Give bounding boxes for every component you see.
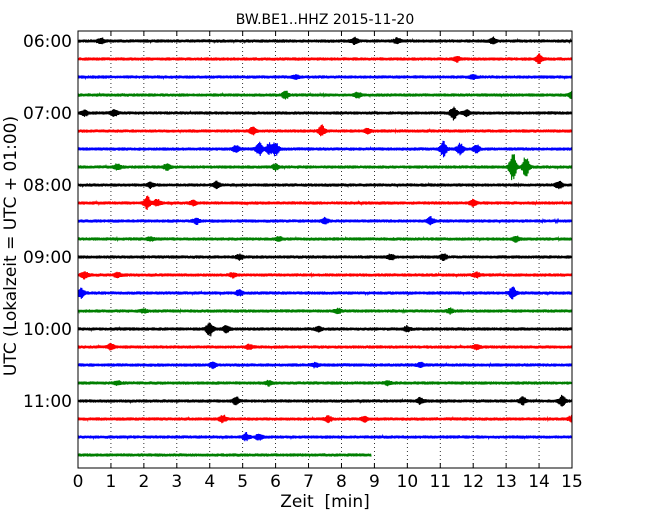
seismic-trace [77, 414, 573, 424]
x-tick-label: 7 [303, 472, 314, 492]
seismic-trace [77, 394, 573, 407]
x-tick-label: 9 [369, 472, 380, 492]
grid-lines [110, 31, 540, 468]
seismic-trace [77, 53, 573, 64]
y-axis-label: UTC (Lokalzeit = UTC + 01:00) [1, 116, 21, 376]
seismic-trace [77, 453, 372, 459]
y-tick-label: 09:00 [23, 248, 72, 268]
seismic-trace [77, 379, 573, 387]
x-tick-label: 13 [495, 472, 517, 492]
y-tick-label: 07:00 [23, 104, 72, 124]
seismic-trace [77, 322, 573, 337]
seismic-trace [77, 432, 573, 442]
seismic-trace [77, 195, 573, 211]
seismic-trace [77, 342, 573, 351]
seismic-trace [77, 90, 573, 100]
axes: 0 1 2 3 4 5 6 7 8 9 10 11 12 13 14 1506:0007:0008:0009:… [23, 31, 583, 492]
y-tick-label: 08:00 [23, 176, 72, 196]
x-tick-label: 1 [106, 472, 117, 492]
seismic-trace [77, 124, 573, 137]
seismic-trace [77, 216, 573, 226]
seismic-trace [77, 253, 573, 262]
seismic-trace [77, 307, 573, 315]
y-tick-label: 06:00 [23, 32, 72, 52]
x-tick-label: 4 [204, 472, 215, 492]
seismic-trace [77, 271, 573, 280]
seismic-trace [77, 154, 573, 181]
y-tick-label: 11:00 [23, 392, 72, 412]
chart-title: BW.BE1..HHZ 2015-11-20 [236, 12, 415, 28]
x-tick-label: 10 [397, 472, 419, 492]
x-tick-label: 5 [237, 472, 248, 492]
seismic-trace [77, 73, 573, 81]
x-axis-label: Zeit [min] [280, 492, 370, 512]
x-tick-label: 15 [561, 472, 583, 492]
x-tick-label: 14 [528, 472, 550, 492]
x-tick-label: 3 [171, 472, 182, 492]
seismic-trace [77, 106, 573, 121]
x-tick-label: 6 [270, 472, 281, 492]
x-tick-label: 11 [429, 472, 451, 492]
plot-frame [77, 30, 573, 469]
y-tick-label: 10:00 [23, 320, 72, 340]
seismic-trace [77, 361, 573, 370]
x-tick-label: 8 [336, 472, 347, 492]
seismic-trace [77, 180, 573, 190]
seismic-trace [77, 36, 573, 46]
trace-group [77, 36, 573, 459]
x-tick-label: 2 [138, 472, 149, 492]
x-tick-label: 0 [73, 472, 84, 492]
seismic-trace [77, 140, 573, 158]
seismic-trace [77, 235, 573, 243]
x-tick-label: 12 [462, 472, 484, 492]
seismic-trace [77, 286, 573, 300]
